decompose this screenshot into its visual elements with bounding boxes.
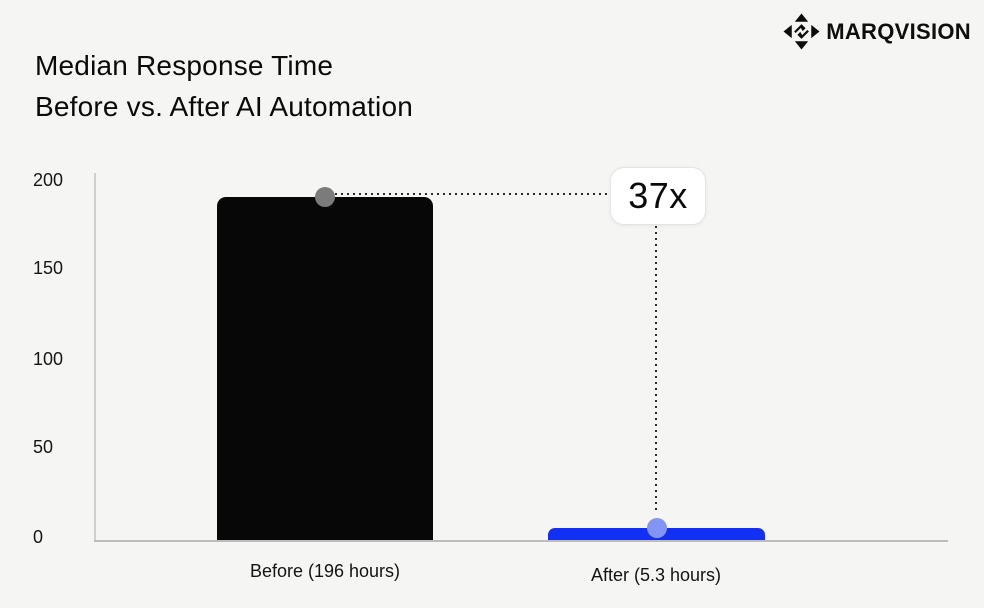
y-tick-200: 200 [33,170,64,190]
y-axis-line [94,173,96,542]
after-marker-dot [646,518,667,538]
multiplier-value: 37x [628,175,688,216]
x-axis-line [94,540,948,542]
before-marker-dot [315,187,335,207]
title-line-2: Before vs. After AI Automation [35,91,413,122]
marqvision-logo-icon [783,13,820,50]
y-tick-100: 100 [33,349,64,369]
y-tick-150: 150 [33,258,64,278]
multiplier-badge: 37x [610,167,706,225]
bar-after [548,518,765,540]
bar-before [217,187,433,540]
dotted-connector-horizontal [335,193,609,195]
dotted-connector-vertical [655,226,657,514]
x-label-after: After (5.3 hours) [590,565,722,585]
brand-logo: MARQVISION [783,13,971,50]
y-tick-0: 0 [33,527,44,547]
x-label-before: Before (196 hours) [249,561,401,581]
brand-name: MARQVISION [826,18,971,44]
title-line-1: Median Response Time [35,50,334,81]
page-title: Median Response Time Before vs. After AI… [35,45,413,127]
y-tick-50: 50 [33,437,54,457]
